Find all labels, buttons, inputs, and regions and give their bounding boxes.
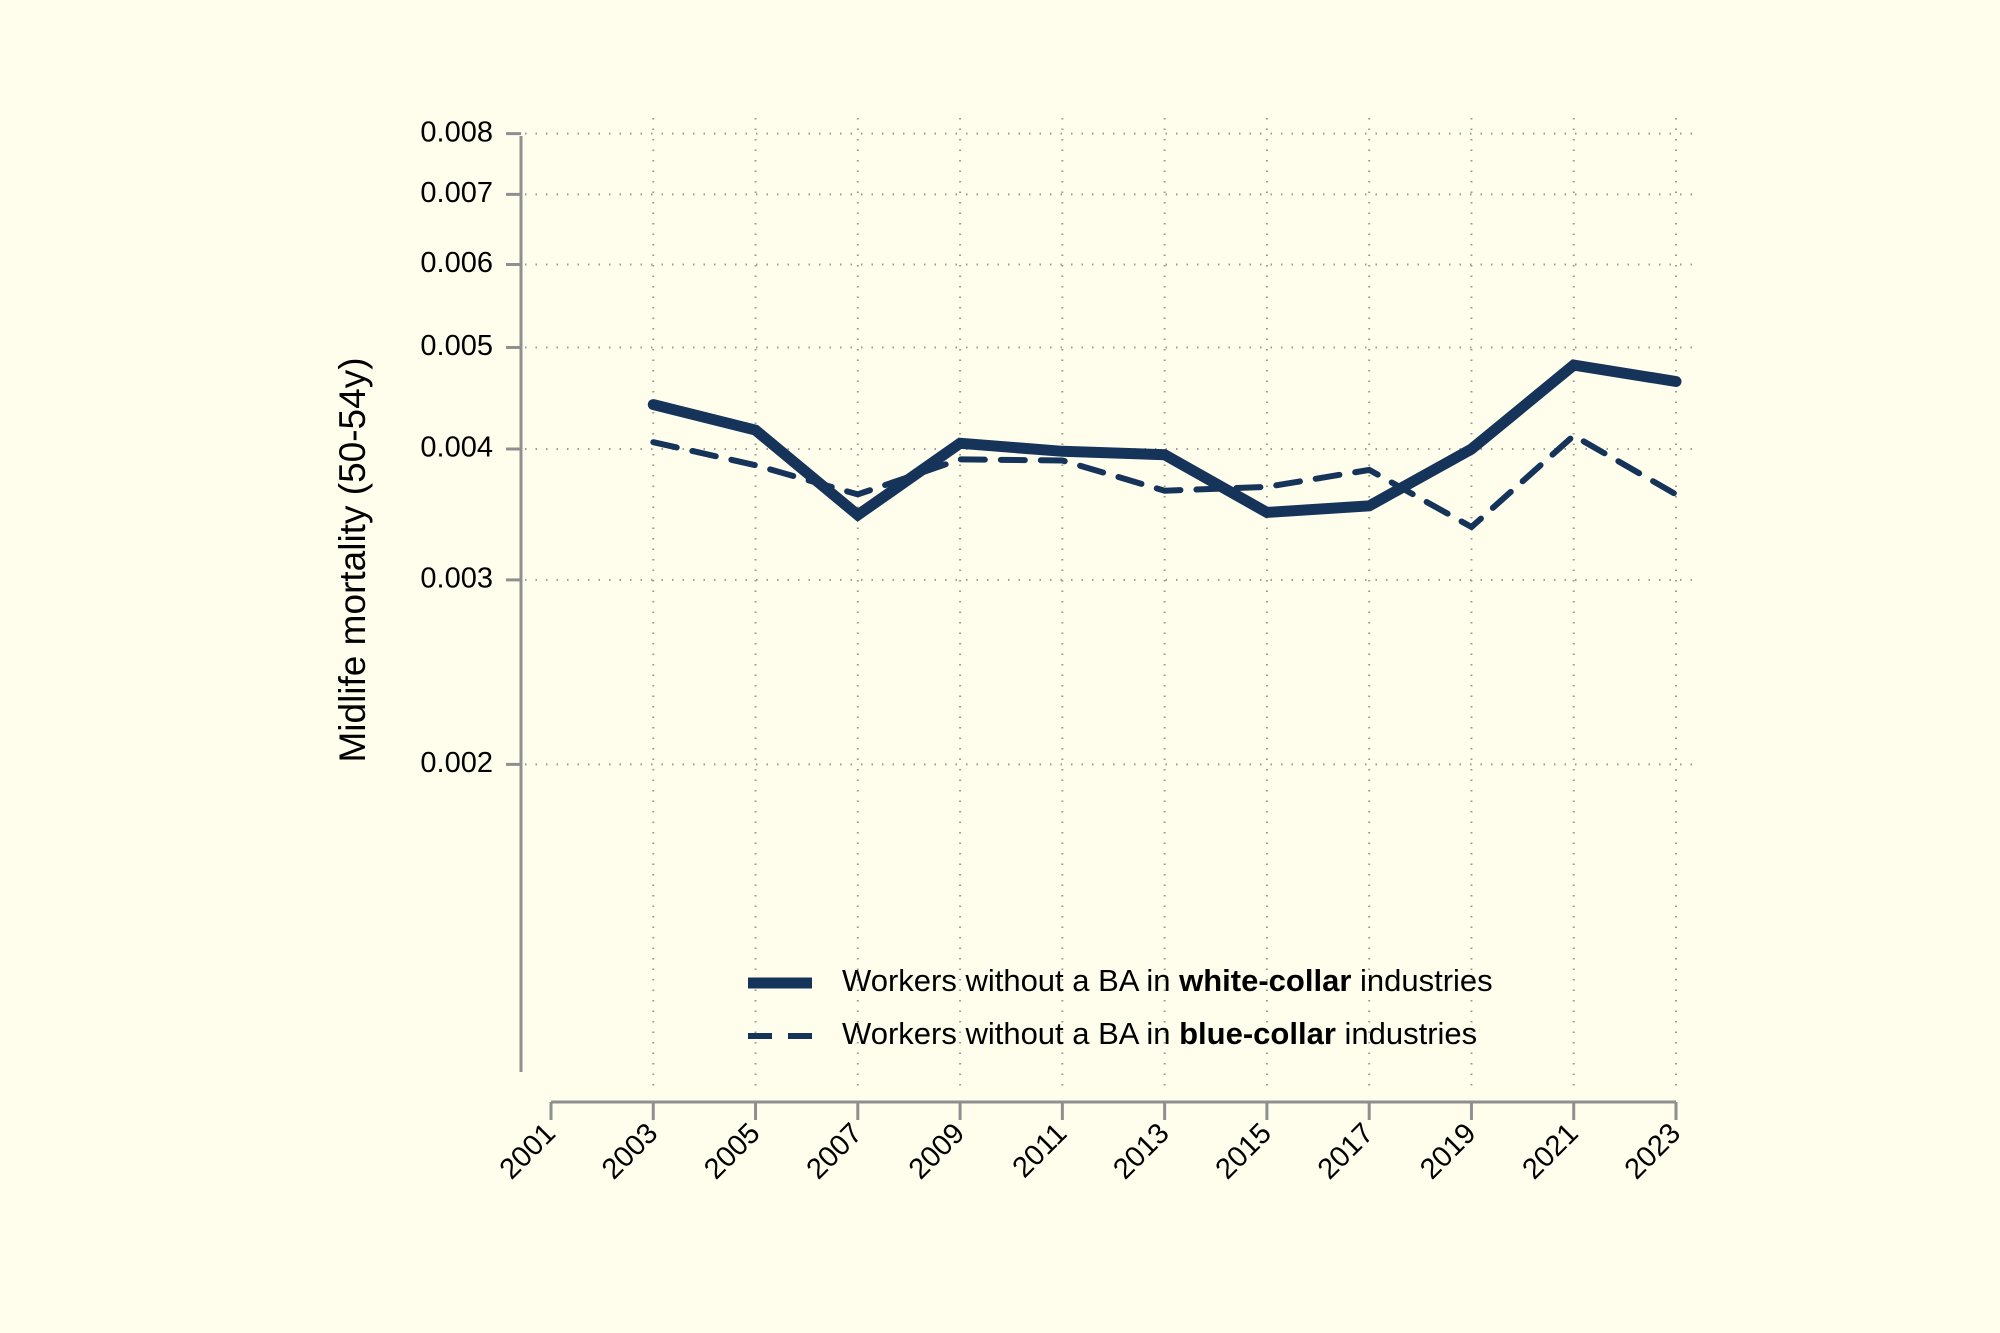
legend-label-suffix: industries <box>1336 1016 1477 1051</box>
y-tick-label: 0.006 <box>420 247 493 279</box>
legend-label: Workers without a BA in blue-collar indu… <box>842 1016 1477 1051</box>
axes <box>519 136 1676 1104</box>
x-tick-label: 2023 <box>1619 1117 1687 1185</box>
series <box>647 359 1682 531</box>
x-tick-label: 2007 <box>801 1117 869 1185</box>
x-tick-label: 2015 <box>1210 1117 1278 1185</box>
y-tick-label: 0.002 <box>420 747 493 779</box>
legend: Workers without a BA in white-collar ind… <box>748 963 1493 1051</box>
y-tick-label: 0.004 <box>420 432 493 464</box>
y-ticks: 0.008 0.007 0.006 0.005 0.004 0.003 0.002 <box>420 116 521 779</box>
legend-label-suffix: industries <box>1351 963 1492 998</box>
legend-label-bold: blue-collar <box>1179 1016 1336 1051</box>
x-tick-label: 2009 <box>903 1117 971 1185</box>
legend-label-prefix: Workers without a BA in <box>842 1016 1179 1051</box>
gridlines <box>525 118 1700 1090</box>
x-tick-label: 2017 <box>1312 1117 1380 1185</box>
x-tick-label: 2021 <box>1516 1117 1584 1185</box>
x-tick-label: 2011 <box>1007 1117 1074 1184</box>
y-tick-label: 0.007 <box>420 177 493 209</box>
legend-label-prefix: Workers without a BA in <box>842 963 1179 998</box>
series-line-blue-collar <box>650 431 1679 531</box>
x-ticks: 2001 2003 2005 2007 2009 2011 2013 2015 2017 2019… <box>494 1102 1687 1186</box>
y-tick-label: 0.008 <box>420 116 493 148</box>
x-tick-label: 2003 <box>596 1117 664 1185</box>
y-axis-title: Midlife mortality (50-54y) <box>332 357 373 762</box>
x-tick-label: 2001 <box>494 1117 562 1185</box>
x-tick-label: 2005 <box>698 1117 766 1185</box>
x-tick-label: 2013 <box>1107 1117 1175 1185</box>
legend-label-bold: white-collar <box>1178 963 1351 998</box>
y-tick-label: 0.005 <box>420 330 493 362</box>
legend-label: Workers without a BA in white-collar ind… <box>842 963 1493 998</box>
y-tick-label: 0.003 <box>420 563 493 595</box>
x-tick-label: 2019 <box>1414 1117 1482 1185</box>
